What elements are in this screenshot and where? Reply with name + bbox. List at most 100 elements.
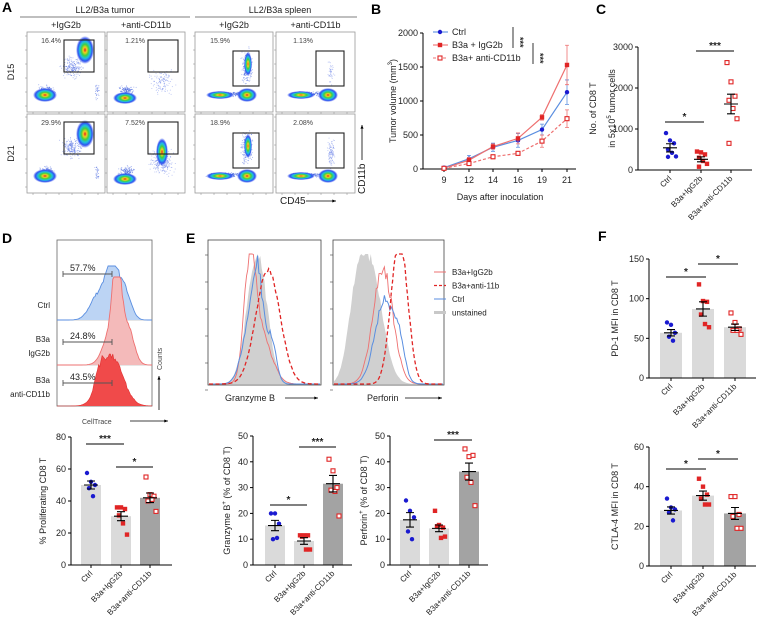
event-dot <box>68 148 70 150</box>
event-dot <box>240 146 242 148</box>
data-point <box>466 157 472 163</box>
event-dot <box>70 143 72 145</box>
event-dot <box>174 168 176 170</box>
event-dot <box>64 143 66 145</box>
row-label: D15 <box>6 64 16 81</box>
event-dot <box>122 88 124 90</box>
mean-sem-bar <box>696 490 710 501</box>
event-dot <box>156 164 158 166</box>
event-dot <box>74 150 76 152</box>
event-dot <box>69 144 71 146</box>
data-point <box>700 158 706 164</box>
event-dot <box>71 143 73 145</box>
event-dot <box>327 150 329 152</box>
x-axis-arrow-head <box>438 396 442 400</box>
event-dot <box>67 58 69 60</box>
event-dot <box>77 151 79 153</box>
data-point <box>272 511 278 516</box>
x-tick-label: Ctrl <box>263 569 278 584</box>
event-dot <box>329 151 331 153</box>
event-dot <box>159 81 161 83</box>
group-header-spleen: LL2/B3a spleen <box>249 5 312 15</box>
event-dot <box>330 162 332 164</box>
event-dot <box>242 80 244 82</box>
event-dot <box>64 77 66 79</box>
event-dot <box>124 166 126 168</box>
event-dot <box>75 67 77 69</box>
data-point <box>274 535 280 541</box>
event-dot <box>74 67 76 69</box>
event-dot <box>122 86 124 88</box>
event-dot <box>251 153 253 155</box>
event-dot <box>167 77 169 79</box>
data-point <box>732 93 738 99</box>
event-dot <box>241 79 243 81</box>
event-dot <box>72 73 74 75</box>
event-dot <box>243 56 245 58</box>
event-dot <box>331 68 333 70</box>
event-dot <box>244 159 246 161</box>
event-dot <box>74 147 76 149</box>
event-dot <box>327 61 329 63</box>
event-dot <box>128 88 130 90</box>
event-dot <box>153 81 155 83</box>
legend-marker <box>437 29 443 35</box>
event-dot <box>329 70 331 72</box>
event-dot <box>130 168 132 170</box>
event-dot <box>171 78 173 80</box>
event-dot <box>331 151 333 153</box>
event-dot <box>72 65 74 67</box>
x-axis-label-cd45: CD45 <box>280 196 306 207</box>
event-dot <box>155 164 157 166</box>
event-dot <box>72 66 74 68</box>
gate-percent: 24.8% <box>70 331 96 341</box>
event-dot <box>234 175 236 177</box>
event-dot <box>96 178 98 180</box>
event-dot <box>163 166 165 168</box>
event-dot <box>67 139 69 141</box>
event-dot <box>167 77 169 79</box>
event-dot <box>330 152 332 154</box>
event-dot <box>166 84 168 86</box>
event-dot <box>70 140 72 142</box>
bar <box>660 510 682 566</box>
event-dot <box>169 163 171 165</box>
y-axis-label-sup: 3 <box>388 61 394 65</box>
event-dot <box>169 81 171 83</box>
event-dot <box>163 79 165 81</box>
event-dot <box>67 147 69 149</box>
event-dot <box>243 160 245 162</box>
event-dot <box>330 161 332 163</box>
event-dot <box>67 68 69 70</box>
data-point <box>663 130 669 136</box>
event-dot <box>330 157 332 159</box>
y-tick-label: 2000 <box>613 83 633 93</box>
event-dot <box>331 78 333 80</box>
legend-label: Ctrl <box>452 27 466 37</box>
data-point <box>336 513 342 519</box>
event-dot <box>65 146 67 148</box>
data-point <box>564 62 570 68</box>
flow-plot <box>193 113 274 195</box>
y-tick-label: 60 <box>634 442 644 452</box>
event-dot <box>69 144 71 146</box>
event-dot <box>79 62 81 64</box>
event-dot <box>77 148 79 150</box>
event-dot <box>126 87 128 89</box>
data-point <box>330 468 336 474</box>
event-dot <box>81 147 83 149</box>
gate-box <box>63 121 95 155</box>
event-dot <box>151 164 153 166</box>
event-dot <box>49 86 51 88</box>
event-dot <box>68 146 70 148</box>
event-dot <box>124 89 126 91</box>
event-dot <box>76 58 78 60</box>
event-dot <box>71 74 73 76</box>
event-dot <box>242 134 244 136</box>
event-dot <box>240 152 242 154</box>
event-dot <box>157 164 159 166</box>
event-dot <box>97 168 99 170</box>
event-dot <box>78 74 80 76</box>
event-dot <box>74 148 76 150</box>
event-dot <box>158 87 160 89</box>
